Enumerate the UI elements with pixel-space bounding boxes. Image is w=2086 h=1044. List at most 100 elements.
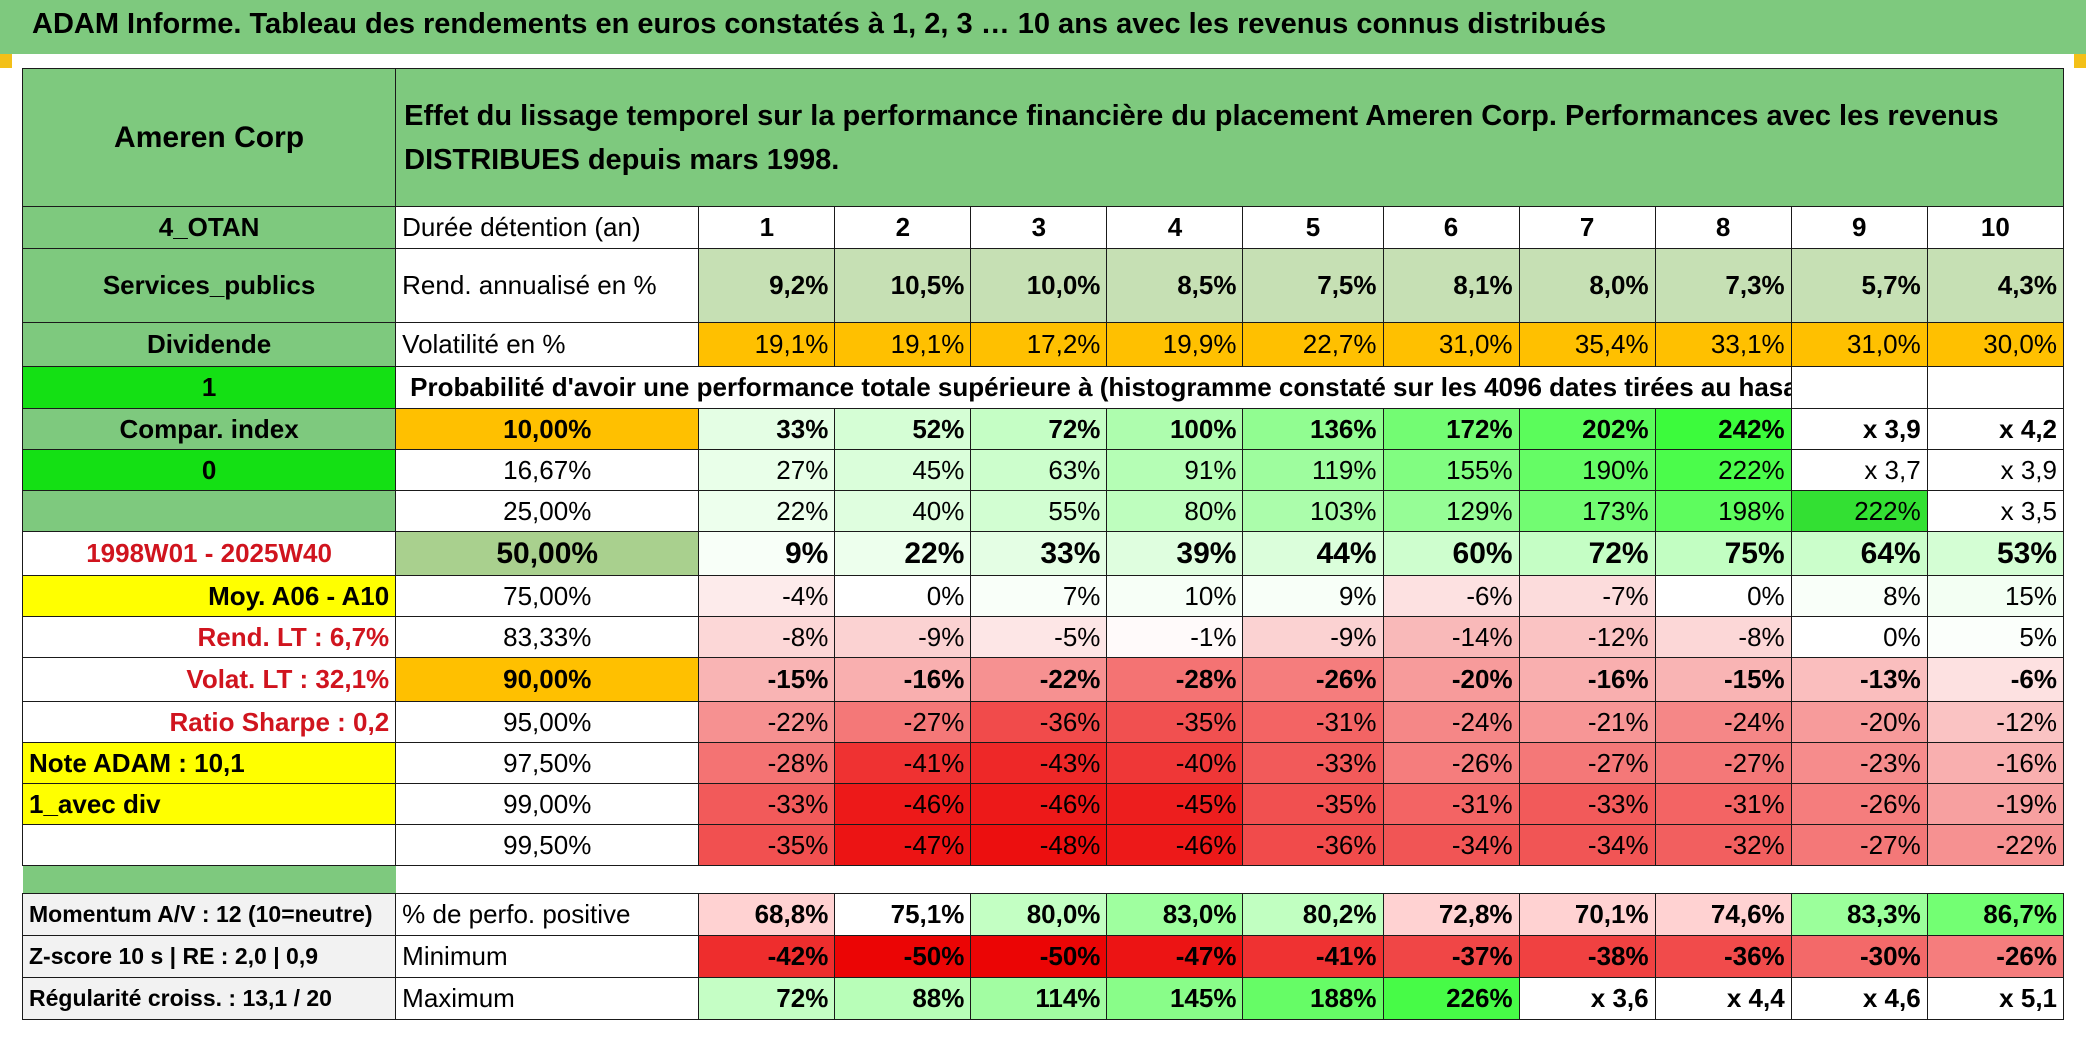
stat-value: 88%: [834, 977, 972, 1020]
year-header: 6: [1382, 206, 1520, 249]
stat-value: -26%: [1926, 935, 2065, 978]
asset-name: Ameren Corp: [21, 68, 397, 207]
probability-row: Moy. A06 - A10 75,00% -4% 0% 7% 10% 9% -6% -7% 0%…: [21, 575, 2065, 617]
probability-value: 222%: [1654, 449, 1792, 491]
probability-value: 222%: [1790, 490, 1928, 532]
sidebar-cell: [21, 824, 397, 866]
probability-value: -8%: [1654, 616, 1792, 658]
rend-value: 8,1%: [1382, 248, 1520, 323]
probability-value: -48%: [970, 824, 1108, 866]
probability-value: -32%: [1654, 824, 1792, 866]
year-header: 3: [970, 206, 1108, 249]
probability-value: -16%: [1518, 657, 1656, 702]
title-bar: ADAM Informe. Tableau des rendements en …: [0, 0, 2086, 54]
probability-value: -24%: [1654, 701, 1792, 743]
stat-value: 68,8%: [698, 893, 836, 936]
probability-value: -21%: [1518, 701, 1656, 743]
probability-value: -15%: [1654, 657, 1792, 702]
spacer-row: [22, 865, 2064, 894]
stat-row: Régularité croiss. : 13,1 / 20 Maximum 72%…: [21, 977, 2065, 1020]
probability-value: x 3,7: [1790, 449, 1928, 491]
prob-label: Probabilité d'avoir une performance tota…: [395, 366, 1792, 409]
probability-value: 33%: [970, 531, 1108, 576]
probability-value: 9%: [1242, 575, 1384, 617]
probability-value: 9%: [698, 531, 836, 576]
stat-row: Z-score 10 s | RE : 2,0 | 0,9 Minimum -42%…: [21, 935, 2065, 978]
probability-value: -26%: [1242, 657, 1384, 702]
stat-value: -37%: [1382, 935, 1520, 978]
probability-value: -14%: [1382, 616, 1520, 658]
stat-value: -30%: [1790, 935, 1928, 978]
rend-value: 8,0%: [1518, 248, 1656, 323]
stat-value: x 4,4: [1654, 977, 1792, 1020]
probability-value: 64%: [1790, 531, 1928, 576]
year-header: 4: [1106, 206, 1244, 249]
stat-side-label: Momentum A/V : 12 (10=neutre): [21, 893, 397, 936]
stat-side-label: Régularité croiss. : 13,1 / 20: [21, 977, 397, 1020]
probability-value: -6%: [1382, 575, 1520, 617]
percentile-cell: 16,67%: [395, 449, 700, 491]
code-cell: 4_OTAN: [21, 206, 397, 249]
empty-cell: [1790, 366, 1928, 409]
stat-value: 226%: [1382, 977, 1520, 1020]
probability-row: 99,50% -35% -47% -48% -46% -36% -34% -34% -32% -2…: [21, 824, 2065, 866]
stat-value: -41%: [1242, 935, 1384, 978]
probability-value: 39%: [1106, 531, 1244, 576]
probability-value: 33%: [698, 408, 836, 450]
probability-value: x 3,5: [1926, 490, 2065, 532]
probability-value: -33%: [698, 783, 836, 825]
stat-value: 86,7%: [1926, 893, 2065, 936]
stat-value: -50%: [834, 935, 972, 978]
stat-value: 70,1%: [1518, 893, 1656, 936]
probability-value: -9%: [834, 616, 972, 658]
stat-value: 188%: [1242, 977, 1384, 1020]
probability-value: -16%: [1926, 742, 2065, 784]
probability-row: Ratio Sharpe : 0,2 95,00% -22% -27% -36% -35%…: [21, 701, 2065, 743]
stat-label: Minimum: [395, 935, 700, 978]
sidebar-cell: [21, 490, 397, 532]
percentile-cell: 99,50%: [395, 824, 700, 866]
probability-value: -35%: [1106, 701, 1244, 743]
empty-cell: [1926, 366, 2065, 409]
type-cell: Dividende: [21, 322, 397, 367]
stat-value: 83,0%: [1106, 893, 1244, 936]
stat-value: -50%: [970, 935, 1108, 978]
rend-value: 10,0%: [970, 248, 1108, 323]
probability-value: -12%: [1518, 616, 1656, 658]
probability-value: x 4,2: [1926, 408, 2065, 450]
stat-label: % de perfo. positive: [395, 893, 700, 936]
sidebar-cell: Compar. index: [21, 408, 397, 450]
probability-value: -46%: [1106, 824, 1244, 866]
stat-label: Maximum: [395, 977, 700, 1020]
stat-value: 80,2%: [1242, 893, 1384, 936]
probability-value: -28%: [698, 742, 836, 784]
probability-value: 173%: [1518, 490, 1656, 532]
probability-value: -46%: [970, 783, 1108, 825]
rend-value: 10,5%: [834, 248, 972, 323]
year-header: 1: [698, 206, 836, 249]
percentile-cell: 10,00%: [395, 408, 700, 450]
probability-value: -35%: [1242, 783, 1384, 825]
table-description: Effet du lissage temporel sur la perform…: [395, 68, 2064, 207]
probability-value: 0%: [1654, 575, 1792, 617]
year-header: 10: [1926, 206, 2065, 249]
probability-value: 15%: [1926, 575, 2065, 617]
rend-value: 8,5%: [1106, 248, 1244, 323]
duration-row: 4_OTAN Durée détention (an) 1 2 3 4 5 6 …: [21, 206, 2065, 249]
probability-value: -47%: [834, 824, 972, 866]
year-header: 8: [1654, 206, 1792, 249]
probability-row: Note ADAM : 10,1 97,50% -28% -41% -43% -40% -3…: [21, 742, 2065, 784]
stat-value: 114%: [970, 977, 1108, 1020]
flag-cell: 1: [21, 366, 397, 409]
probability-value: 52%: [834, 408, 972, 450]
vol-value: 35,4%: [1518, 322, 1656, 367]
probability-value: -36%: [1242, 824, 1384, 866]
probability-value: -20%: [1790, 701, 1928, 743]
stat-value: -47%: [1106, 935, 1244, 978]
probability-value: -15%: [698, 657, 836, 702]
probability-value: -8%: [698, 616, 836, 658]
stat-value: -38%: [1518, 935, 1656, 978]
probability-value: 172%: [1382, 408, 1520, 450]
corner-marker: [2074, 54, 2086, 68]
probability-value: -33%: [1518, 783, 1656, 825]
